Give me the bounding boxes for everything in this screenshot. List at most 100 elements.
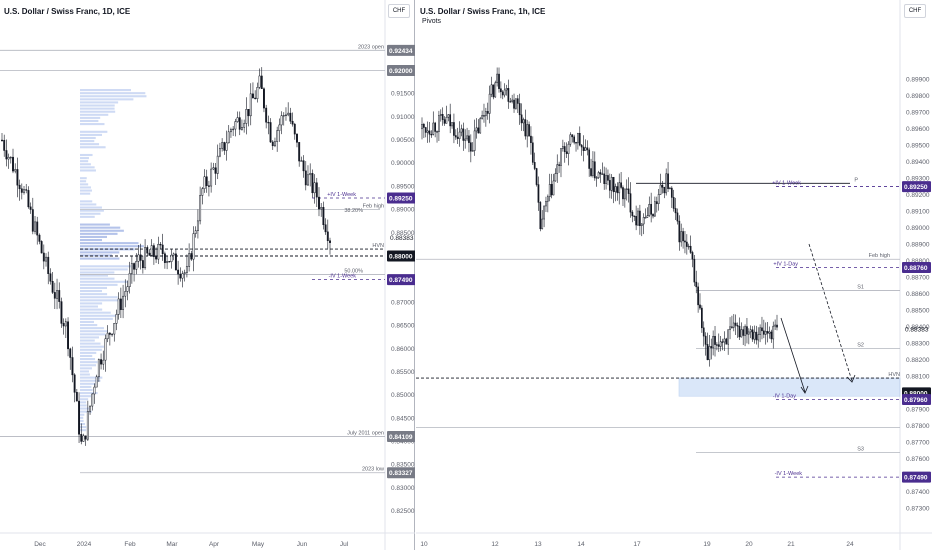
volume-profile-bar [80, 203, 97, 206]
candle-body [562, 146, 564, 149]
candle-body [130, 263, 133, 274]
candle-body [605, 175, 607, 184]
volume-profile-bar [80, 133, 102, 136]
volume-profile-bar [80, 290, 103, 293]
candle-body [676, 212, 679, 222]
price-tag-bg [902, 394, 931, 406]
candle-body [58, 290, 61, 302]
candle-body [203, 176, 206, 189]
candle-body [451, 122, 453, 127]
candle-body [466, 135, 468, 140]
volume-profile-bar [80, 336, 99, 339]
level-label: S2 [857, 342, 864, 348]
candle-body [712, 335, 714, 349]
y-tick-label: 0.82500 [391, 508, 415, 515]
candle-body [168, 261, 171, 263]
candle-body [438, 115, 440, 132]
currency-button[interactable]: CHF [388, 4, 410, 18]
candle-body [227, 131, 230, 144]
y-tick-label: 0.88500 [391, 230, 415, 237]
candle-body [232, 128, 235, 131]
candle-body [14, 169, 17, 172]
x-tick-label: 19 [703, 541, 711, 548]
candle-body [661, 184, 664, 188]
currency-button[interactable]: CHF [904, 4, 926, 18]
volume-profile-bar [80, 401, 87, 404]
candle-body [313, 182, 316, 194]
volume-profile-bar [80, 107, 115, 110]
candle-body [124, 291, 127, 297]
candle-body [556, 164, 559, 174]
candle-body [194, 230, 197, 234]
candle-body [430, 133, 433, 136]
candle-body [665, 173, 668, 194]
volume-profile-bar [80, 143, 100, 146]
x-tick-label: 17 [633, 541, 641, 548]
candle-body [157, 243, 160, 260]
price-tag-bg [387, 430, 415, 442]
candle-body [216, 155, 219, 174]
volume-profile-bar [80, 426, 87, 429]
volume-profile-bar [80, 293, 108, 296]
candle-body [166, 261, 169, 263]
volume-profile-bar [80, 169, 96, 172]
x-tick-label: Apr [209, 541, 220, 548]
y-tick-label: 0.86500 [391, 323, 415, 330]
candle-body [210, 168, 213, 187]
candle-body [631, 211, 634, 217]
candle-body [475, 127, 478, 132]
candle-body [629, 193, 632, 213]
candle-body [685, 241, 688, 247]
candle-body [481, 115, 483, 119]
candle-body [225, 142, 228, 151]
indicator-label: Pivots [422, 18, 442, 25]
candle-body [503, 89, 506, 96]
candle-body [599, 172, 602, 175]
candle-body [706, 344, 709, 361]
candle-body [526, 124, 529, 137]
volume-profile-bar [80, 327, 104, 330]
price-tag-bg [387, 64, 415, 76]
candle-body [240, 127, 243, 130]
daily-chart-panel[interactable]: 0.925000.920000.915000.910000.905000.900… [0, 0, 415, 550]
candle-body [548, 184, 551, 197]
candle-body [274, 141, 276, 147]
hourly-chart-panel[interactable]: 0.89900 0.89800 0.89700 0.89600 0.89500 0.894… [416, 0, 932, 550]
candle-body [524, 119, 527, 137]
volume-profile-bar [80, 429, 87, 432]
y-tick-label: 0.89500 [391, 183, 415, 190]
candle-body [199, 195, 202, 222]
candle-body [582, 146, 585, 151]
volume-profile-bar [80, 364, 97, 367]
candle-body [663, 187, 666, 194]
candle-body [245, 109, 248, 124]
candle-body [740, 329, 743, 338]
candle-body [25, 189, 28, 191]
hourly-chart-svg[interactable]: 0.89900 0.89800 0.89700 0.89600 0.89500 0.894… [416, 0, 932, 550]
volume-profile-bar [80, 314, 116, 317]
y-tick-label: 0.87900 [906, 406, 930, 413]
volume-profile-bar [80, 200, 93, 203]
y-tick-label: 0.85000 [391, 392, 415, 399]
candle-body [716, 344, 718, 346]
candle-body [135, 261, 138, 270]
candle-body [97, 359, 100, 378]
candle-body [423, 123, 425, 128]
daily-chart-svg[interactable]: 0.925000.920000.915000.910000.905000.900… [0, 0, 415, 550]
volume-profile-bar [80, 274, 109, 277]
candle-body [747, 331, 750, 335]
candle-body [291, 120, 294, 125]
candle-body [736, 325, 739, 327]
candle-body [432, 122, 435, 135]
y-tick-label: 0.88800 [906, 258, 930, 265]
candle-body [426, 130, 429, 133]
candle-body [642, 217, 645, 225]
price-tag: 0.84109 [389, 434, 413, 441]
candle-body [278, 124, 281, 131]
y-tick-label: 0.88300 [906, 340, 930, 347]
price-tag-bg [387, 192, 415, 204]
candle-body [254, 97, 257, 100]
candle-body [56, 290, 58, 299]
volume-profile-bar [80, 113, 109, 116]
volume-profile-bar [80, 311, 111, 314]
